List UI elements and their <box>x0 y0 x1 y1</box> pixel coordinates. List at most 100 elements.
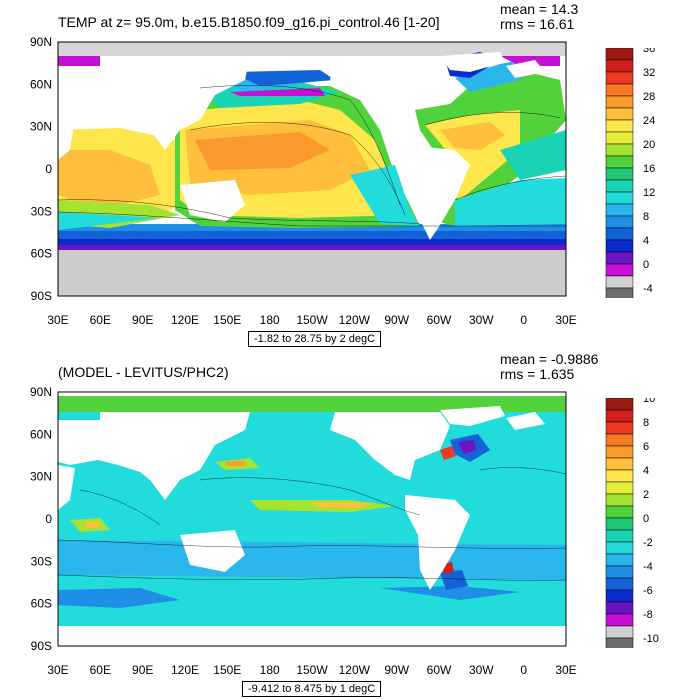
colorbar-swatch <box>605 481 634 495</box>
north-america-land <box>330 56 450 130</box>
colorbar: 10 8 6 4 2 0 -2 -4 -6 -8 -10 <box>605 398 659 648</box>
map-frame <box>57 41 567 297</box>
gulf-stream-anomaly <box>440 446 456 460</box>
colorbar-swatch <box>605 155 634 169</box>
colorbar-label: 20 <box>643 139 655 151</box>
colorbar-swatch <box>605 227 634 241</box>
lon-tick-label: 150W <box>296 313 328 327</box>
colorbar-swatch <box>605 613 634 627</box>
colorbar-swatch <box>605 239 634 253</box>
lon-tick-label: 120E <box>171 663 199 677</box>
southern-ocean <box>58 575 566 620</box>
difference-map: 30E 60E 90E 120E 150E 180 150W 120W 90W … <box>30 385 577 677</box>
colorbar-swatch <box>605 409 634 423</box>
greenland-sea <box>500 56 560 66</box>
arctic-ocean <box>58 56 110 68</box>
africa-land <box>58 115 75 160</box>
colorbar-swatch <box>605 167 634 181</box>
colorbar-swatch <box>605 625 634 639</box>
colorbar-label: 8 <box>643 211 649 223</box>
lat-tick-label: 90N <box>30 385 52 399</box>
mean-value: mean = 14.3 <box>500 1 579 17</box>
colorbar-swatch <box>605 517 634 531</box>
southern-band <box>58 245 566 250</box>
antarctic-land <box>58 250 566 296</box>
lon-tick-label: 120W <box>339 663 371 677</box>
colorbar-label: 28 <box>643 91 655 103</box>
colorbar-swatch <box>605 505 634 519</box>
southern-band <box>58 231 566 239</box>
colorbar-label: -8 <box>643 609 653 621</box>
temperature-map: 30E 60E 90E 120E 150E 180 150W 120W 90W … <box>30 35 577 327</box>
difference-panel: (MODEL - LEVITUS/PHC2) mean = -0.9886 rm… <box>0 350 700 700</box>
lat-axis: 90N 60N 30N 0 30S 60S 90S <box>30 385 52 653</box>
southern-anomaly <box>380 586 520 600</box>
colorbar-swatch <box>605 433 634 447</box>
lat-tick-label: 30S <box>31 554 52 568</box>
australia-land <box>180 530 245 572</box>
colorbar-label: -2 <box>643 537 653 549</box>
lon-tick-label: 30E <box>555 313 576 327</box>
colorbar-swatch <box>605 541 634 555</box>
lon-tick-label: 90E <box>132 313 153 327</box>
greenland-land <box>440 406 505 426</box>
lon-tick-label: 120W <box>339 313 371 327</box>
contour-lines <box>58 85 566 227</box>
colorbar-label: -4 <box>643 283 653 295</box>
map-frame <box>57 391 567 647</box>
lon-tick-label: 180 <box>260 313 280 327</box>
colorbar-labels: 10 8 6 4 2 0 -2 -4 -6 -8 -10 <box>643 398 659 645</box>
colorbar-label: 4 <box>643 235 649 247</box>
lon-tick-label: 90W <box>384 313 409 327</box>
colorbar-swatch <box>605 457 634 471</box>
contour-range-box: -9.412 to 8.475 by 1 degC <box>242 681 382 697</box>
colorbar-label: 24 <box>643 115 655 127</box>
colorbar-swatch <box>605 251 634 265</box>
colorbar-label: 4 <box>643 465 649 477</box>
colorbar-label: 36 <box>643 48 655 55</box>
colorbar-swatch <box>605 589 634 603</box>
temperature-panel: TEMP at z= 95.0m, b.e15.B1850.f09_g16.pi… <box>30 1 655 347</box>
colorbar-swatch <box>605 601 634 615</box>
rms-value: rms = 1.635 <box>500 366 575 382</box>
arctic-ocean <box>58 396 566 412</box>
colorbar-swatch <box>605 493 634 507</box>
lat-tick-label: 60N <box>30 77 52 91</box>
south-america-land <box>405 145 470 240</box>
panel-title: TEMP at z= 95.0m, b.e15.B1850.f09_g16.pi… <box>58 14 440 30</box>
colorbar-swatch <box>605 565 634 579</box>
south-america-land <box>405 495 470 590</box>
lon-tick-label: 30E <box>555 663 576 677</box>
lat-tick-label: 0 <box>45 162 52 176</box>
colorbar-swatch <box>605 287 634 298</box>
panel-title: (MODEL - LEVITUS/PHC2) <box>58 364 229 380</box>
gulf-stream-anomaly <box>458 440 476 454</box>
atlantic-ocean-cool <box>500 130 566 180</box>
lat-tick-label: 60N <box>30 427 52 441</box>
lon-axis: 30E 60E 90E 120E 150E 180 150W 120W 90W … <box>47 663 576 677</box>
okhotsk-sea <box>230 88 325 96</box>
eurasia-land <box>58 56 250 150</box>
lon-tick-label: 90W <box>384 663 409 677</box>
lat-tick-label: 60S <box>31 247 52 261</box>
pacific-ocean-warm <box>195 132 330 170</box>
lat-tick-label: 90S <box>31 639 52 653</box>
lat-tick-label: 30S <box>31 204 52 218</box>
colorbar-swatch <box>605 95 634 109</box>
lon-tick-label: 150E <box>213 663 241 677</box>
colorbar-label: 8 <box>643 417 649 429</box>
colorbar-swatch <box>605 71 634 85</box>
colorbar-swatch <box>605 577 634 591</box>
colorbar-swatch <box>605 469 634 483</box>
antarctic-land <box>58 626 566 646</box>
lon-tick-label: 0 <box>520 663 527 677</box>
eurasia-land <box>58 412 250 500</box>
colorbar-label: -4 <box>643 561 653 573</box>
europe-land <box>506 60 545 78</box>
equatorial-anomaly <box>310 502 375 508</box>
colorbar-swatch <box>605 445 634 459</box>
arctic-ice <box>58 42 566 56</box>
colorbar-label: 32 <box>643 67 655 79</box>
greenland-land <box>440 52 505 72</box>
colorbar-swatch <box>605 263 634 277</box>
